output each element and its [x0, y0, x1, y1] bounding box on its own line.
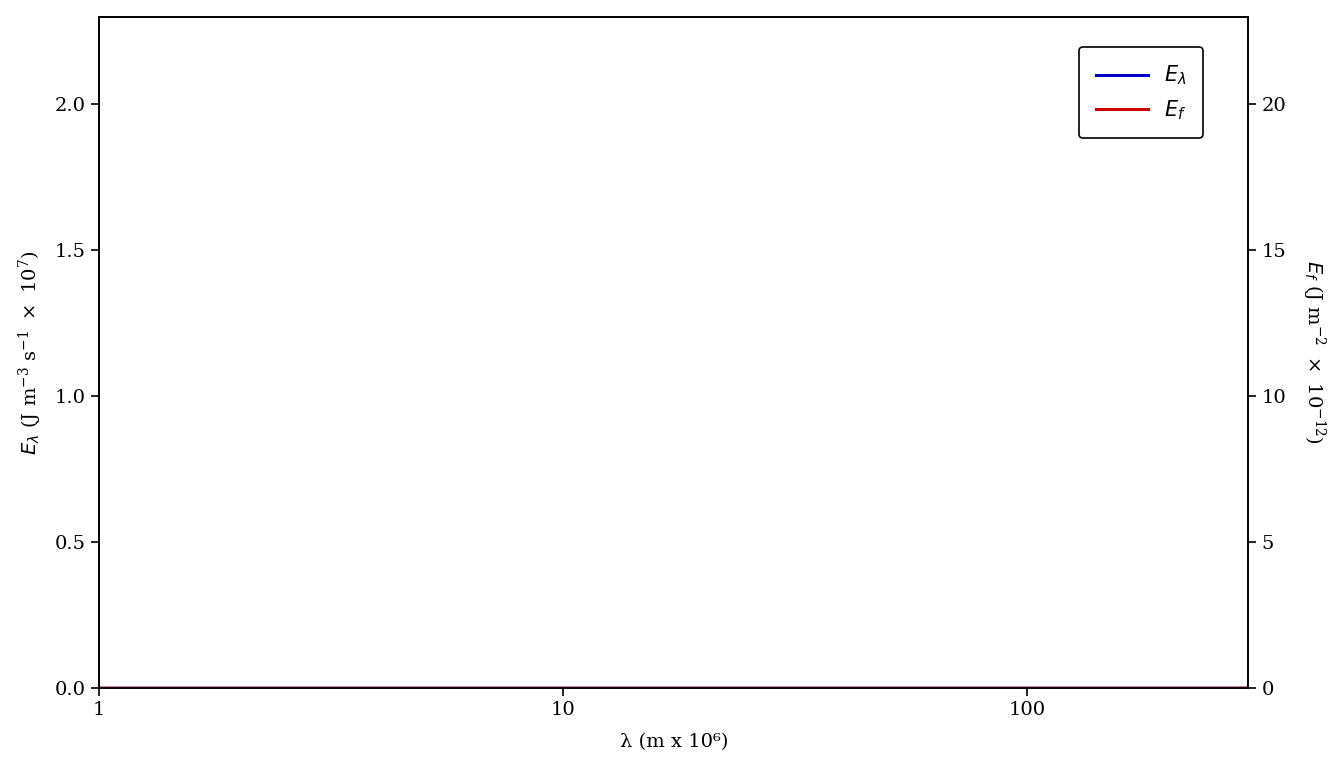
- X-axis label: λ (m x 10⁶): λ (m x 10⁶): [620, 733, 728, 751]
- Legend: $E_\lambda$, $E_f$: $E_\lambda$, $E_f$: [1079, 47, 1203, 138]
- Y-axis label: $E_\lambda\ \mathregular{(J\ m^{-3}\ s^{-1}\ \times\ 10^7)}$: $E_\lambda\ \mathregular{(J\ m^{-3}\ s^{…: [16, 250, 44, 455]
- Y-axis label: $E_f\ \mathregular{(J\ m^{-2}\ \times\ 10^{-12})}$: $E_f\ \mathregular{(J\ m^{-2}\ \times\ 1…: [1300, 260, 1328, 445]
